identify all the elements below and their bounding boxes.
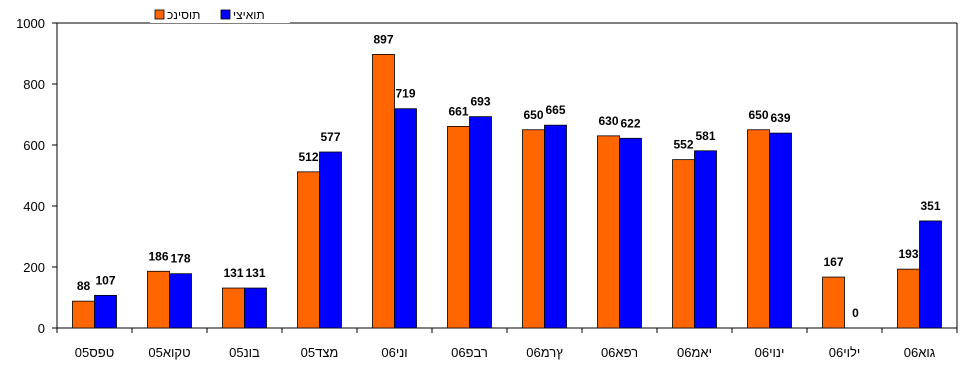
data-label: 512 [298,150,318,164]
data-label: 897 [373,32,393,46]
x-tick-label: 06וני [381,345,407,360]
bar-series-1 [597,135,620,329]
x-tick-label: 06רפא [601,345,638,360]
data-label: 581 [695,129,715,143]
bar-series-1 [147,270,170,329]
bar-series-2 [694,150,717,329]
bar-series-2 [94,294,117,329]
y-tick-label: 800 [23,77,45,92]
bar-series-2 [619,137,642,329]
y-tick-label: 400 [23,199,45,214]
bar-series-2 [394,108,417,329]
x-tick-label: 05מצד [301,345,339,360]
data-label: 577 [320,130,340,144]
bar-series-1 [72,300,95,329]
data-label: 131 [245,266,265,280]
data-label: 88 [77,279,91,293]
x-tick-label: 05טקוא [148,345,190,360]
bar-series-1 [222,287,245,329]
data-label: 630 [598,114,618,128]
data-label: 131 [223,266,243,280]
bar-series-1 [372,54,395,329]
x-tick-label: 06יאמ [677,345,712,360]
bar-series-2 [919,220,942,329]
data-label: 167 [823,255,843,269]
chart-bars [72,54,942,329]
data-label: 639 [770,111,790,125]
chart-legend: תוסינכ תואיצי [150,5,290,23]
bar-series-2 [319,151,342,329]
data-label: 622 [620,116,640,130]
y-tick-label: 1000 [16,16,45,31]
data-label: 650 [523,108,543,122]
x-tick-label: 06רבפ [451,345,488,360]
x-tick-label: 06ילוי [829,345,861,360]
legend-swatch-2 [220,9,231,20]
legend-label-1: תוסינכ [167,8,200,22]
bar-series-1 [897,268,920,329]
x-tick-label: 05בונ [229,345,260,360]
bar-series-1 [672,159,695,329]
legend-background [150,5,290,23]
bar-series-1 [747,129,770,329]
data-label: 193 [898,247,918,261]
bar-series-2 [544,124,567,329]
x-tick-label: 06ינוי [755,345,785,360]
data-label: 178 [170,252,190,266]
bar-series-1 [822,276,845,329]
data-label: 693 [470,95,490,109]
data-label: 107 [95,273,115,287]
data-label: 665 [545,103,565,117]
bar-series-2 [469,116,492,329]
bar-series-1 [297,171,320,329]
data-label: 351 [920,199,940,213]
x-tick-label: 05טפס [75,345,114,360]
bar-series-1 [447,125,470,329]
data-label: 719 [395,87,415,101]
bar-series-2 [169,273,192,329]
data-label: 186 [148,249,168,263]
bar-series-1 [522,129,545,329]
x-tick-label: 06גוא [904,345,936,360]
data-label: 0 [852,306,859,320]
x-tick-label: 06ץרמ [526,345,563,360]
y-tick-label: 0 [38,321,45,336]
y-tick-label: 200 [23,260,45,275]
bar-series-2 [244,287,267,329]
bar-series-2 [769,132,792,329]
legend-swatch-1 [154,9,165,20]
y-tick-label: 600 [23,138,45,153]
data-label: 650 [748,108,768,122]
legend-label-2: תואיצי [233,8,265,22]
data-label: 552 [673,138,693,152]
data-label: 661 [448,104,468,118]
